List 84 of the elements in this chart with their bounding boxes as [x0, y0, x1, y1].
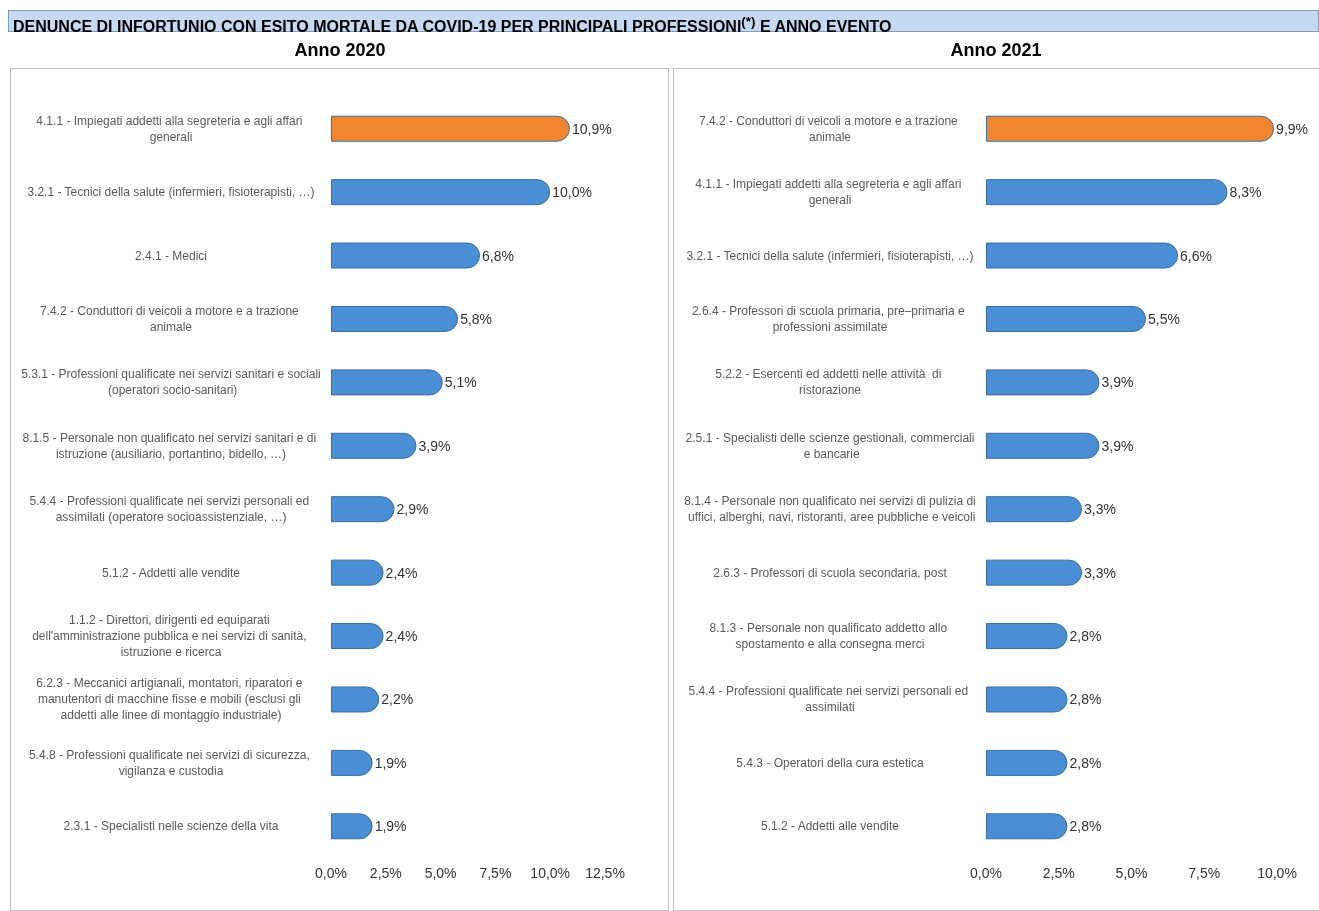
- y-tick-label: 4.1.1 - Impiegati addetti alla segreteria e agli affari generali: [695, 177, 965, 208]
- x-tick-label: 2,5%: [1042, 865, 1075, 881]
- y-tick-label: 5.3.1 - Professioni qualificate nei servizi sanitari e sociali (operatori socio-sanitari): [21, 367, 321, 398]
- bar: [986, 115, 1275, 142]
- x-tick-label: 10,0%: [1257, 865, 1297, 881]
- bar: [986, 369, 1100, 396]
- bar: [331, 115, 570, 142]
- y-tick-label: 3.2.1 - Tecnici della salute (infermieri, fisioterapisti, …): [686, 248, 974, 263]
- bar: [986, 559, 1083, 586]
- bar: [986, 179, 1228, 206]
- x-tick-label: 7,5%: [1188, 865, 1221, 881]
- y-tick-label: 2.5.1 - Specialisti delle scienze gestionali, commerciali e bancarie: [685, 430, 975, 461]
- x-tick-label: 10,0%: [530, 865, 571, 881]
- x-tick-label: 5,0%: [1115, 865, 1148, 881]
- y-tick-label: 8.1.4 - Personale non qualificato nei servizi di pulizia di uffici, alberghi, navi, ristoranti, aree pubbliche e veicoli: [684, 494, 976, 525]
- bar: [331, 369, 443, 396]
- y-tick-label: 2.3.1 - Specialisti nelle scienze della vita: [63, 819, 279, 834]
- bar: [986, 749, 1068, 776]
- data-label: 2,4%: [385, 564, 418, 581]
- y-tick-label: 5.2.2 - Esercenti ed addetti nelle attività di ristorazione: [715, 367, 945, 398]
- bar: [986, 623, 1068, 650]
- bar: [331, 432, 417, 459]
- y-tick-label: 5.1.2 - Addetti alle vendite: [760, 819, 900, 834]
- data-label: 3,3%: [1084, 564, 1116, 581]
- x-tick-label: 5,0%: [424, 865, 457, 881]
- x-tick-label: 7,5%: [479, 865, 512, 881]
- y-tick-label: 8.1.5 - Personale non qualificato nei servizi sanitari e di istruzione (ausiliario, portantino, bidello, …): [22, 430, 320, 461]
- data-label: 2,2%: [381, 691, 414, 708]
- x-tick-label: 0,0%: [970, 865, 1002, 881]
- data-label: 10,9%: [571, 120, 612, 137]
- x-tick-label: 12,5%: [585, 865, 625, 881]
- bar: [331, 179, 551, 206]
- bar: [331, 623, 384, 650]
- data-label: 2,8%: [1069, 628, 1102, 645]
- data-label: 2,8%: [1069, 754, 1102, 771]
- y-tick-label: 5.4.8 - Professioni qualificate nei servizi di sicurezza, vigilanza e custodia: [28, 747, 314, 778]
- bar: [986, 686, 1068, 713]
- data-label: 1,9%: [374, 754, 407, 771]
- data-label: 5,1%: [444, 374, 477, 391]
- data-label: 5,8%: [460, 310, 493, 327]
- chart-subtitle: Anno 2021: [949, 40, 1043, 61]
- y-tick-label: 2.4.1 - Medici: [134, 248, 208, 263]
- data-label: 10,0%: [552, 184, 592, 201]
- data-label: 8,3%: [1229, 184, 1262, 201]
- bar: [331, 242, 481, 269]
- bar: [331, 305, 459, 332]
- data-label: 2,8%: [1069, 691, 1102, 708]
- data-label: 5,5%: [1148, 310, 1180, 327]
- y-tick-label: 5.4.3 - Operatori della cura estetica: [736, 755, 925, 770]
- y-tick-label: 5.4.4 - Professioni qualificate nei servizi personali ed assimilati (operatore socioassistenziale, …): [29, 494, 313, 525]
- y-tick-label: 7.4.2 - Conduttori di veicoli a motore e a trazione animale: [698, 113, 962, 144]
- bar: [986, 242, 1179, 269]
- y-tick-label: 2.6.4 - Professori di scuola primaria, pre–primaria e professioni assimilate: [691, 303, 969, 334]
- y-tick-label: 3.2.1 - Tecnici della salute (infermieri, fisioterapisti, …): [27, 185, 315, 200]
- data-label: 9,9%: [1276, 120, 1309, 137]
- y-tick-label: 6.2.3 - Meccanici artigianali, montatori, riparatori e manutentori di macchine fisse e mobili (esclusi gli addetti alle linee di montaggio industriale): [36, 676, 306, 723]
- y-tick-label: 1.1.2 - Direttori, dirigenti ed equiparati dell'amministrazione pubblica e nei servizi di sanità, istruzione e ricerca: [32, 613, 310, 660]
- data-label: 6,6%: [1180, 247, 1212, 264]
- data-label: 2,8%: [1069, 818, 1102, 835]
- bar: [986, 432, 1100, 459]
- y-tick-label: 5.1.2 - Addetti alle vendite: [101, 565, 241, 580]
- chart-title: DENUNCE DI INFORTUNIO CON ESITO MORTALE DA COVID-19 PER PRINCIPALI PROFESSIONI$^{(*)}$ E ANNO EVENTO: [12, 13, 893, 36]
- data-label: 1,9%: [374, 818, 407, 835]
- y-tick-label: 2.6.3 - Professori di scuola secondaria, post: [713, 565, 948, 580]
- data-label: 3,9%: [418, 437, 451, 454]
- y-tick-label: 8.1.3 - Personale non qualificato addetto allo spostamento e alla consegna merci: [709, 621, 951, 652]
- y-tick-label: 4.1.1 - Impiegati addetti alla segreteria e agli affari generali: [36, 113, 306, 144]
- data-label: 3,9%: [1101, 374, 1134, 391]
- bar: [986, 813, 1068, 840]
- bar: [331, 496, 395, 523]
- y-tick-label: 5.4.4 - Professioni qualificate nei servizi personali ed assimilati: [688, 684, 972, 715]
- data-label: 2,4%: [385, 628, 418, 645]
- y-tick-label: 7.4.2 - Conduttori di veicoli a motore e a trazione animale: [39, 303, 303, 334]
- x-tick-label: 2,5%: [369, 865, 402, 881]
- data-label: 3,3%: [1084, 501, 1116, 518]
- data-label: 3,9%: [1101, 437, 1134, 454]
- x-tick-label: 0,0%: [315, 865, 347, 881]
- data-label: 2,9%: [396, 501, 429, 518]
- bar: [986, 305, 1147, 332]
- chart-subtitle: Anno 2020: [293, 40, 387, 61]
- bar: [986, 496, 1083, 523]
- bar: [331, 686, 380, 713]
- bar: [331, 559, 384, 586]
- data-label: 6,8%: [482, 247, 514, 264]
